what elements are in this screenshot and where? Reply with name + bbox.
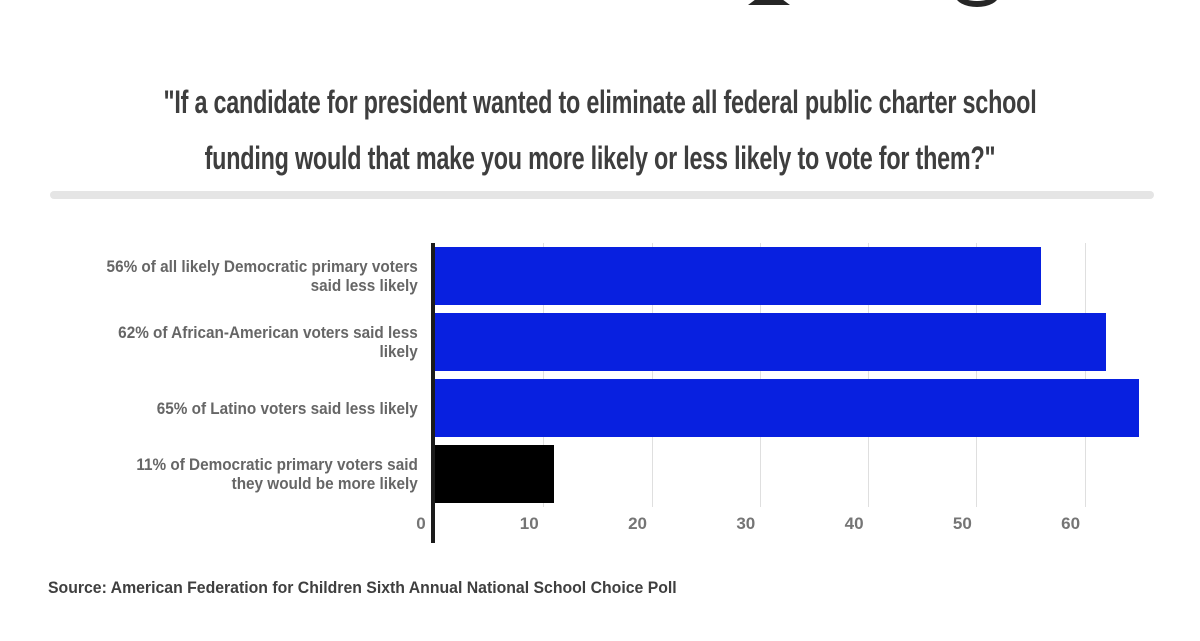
category-label-0-line-0: 56% of all likely Democratic primary vot… <box>106 257 418 276</box>
x-tick-60: 60 <box>1061 514 1081 533</box>
category-label-2-line-0: 65% of Latino voters said less likely <box>156 398 418 418</box>
plot-area <box>435 243 1155 507</box>
cropped-text-fragment-left <box>748 0 790 5</box>
bar-2 <box>435 379 1139 437</box>
category-label-3: 11% of Democratic primary voters said the… <box>43 441 426 507</box>
bar-0 <box>435 247 1042 305</box>
gridline-20 <box>651 243 653 507</box>
x-tick-50: 50 <box>952 514 972 533</box>
x-tick-30: 30 <box>736 514 756 533</box>
x-tick-10: 10 <box>519 514 539 533</box>
bar-3 <box>435 445 555 503</box>
x-tick-0: 0 <box>416 514 426 533</box>
gridline-30 <box>759 243 761 507</box>
title-divider <box>50 191 1154 199</box>
category-label-0: 56% of all likely Democratic primary vot… <box>43 243 426 309</box>
y-axis-line <box>431 243 435 543</box>
chart-title: "If a candidate for president wanted to … <box>0 74 1200 186</box>
category-labels: 56% of all likely Democratic primary vot… <box>0 243 425 507</box>
chart-title-line-1: "If a candidate for president wanted to … <box>163 84 1037 120</box>
gridline-50 <box>976 243 978 507</box>
gridline-40 <box>868 243 870 507</box>
cropped-text-fragment-right <box>954 0 1006 9</box>
gridline-60 <box>1084 243 1086 507</box>
category-label-1-line-0: 62% of African-American voters said less <box>118 323 418 342</box>
category-label-3-line-0: 11% of Democratic primary voters said <box>136 455 418 474</box>
category-label-3-line-1: they would be more likely <box>231 474 418 493</box>
x-tick-40: 40 <box>844 514 864 533</box>
source-caption: Source: American Federation for Children… <box>48 578 677 597</box>
category-label-1-line-1: likely <box>379 342 418 361</box>
category-label-2: 65% of Latino voters said less likely <box>43 375 426 441</box>
category-label-1: 62% of African-American voters said less… <box>43 309 426 375</box>
x-axis-ticks: 0 10 20 30 40 50 60 <box>416 514 1155 534</box>
bar-1 <box>435 313 1107 371</box>
x-tick-20: 20 <box>628 514 647 533</box>
category-label-0-line-1: said less likely <box>310 276 418 295</box>
gridline-10 <box>543 243 545 507</box>
chart-title-line-2: funding would that make you more likely … <box>204 140 996 176</box>
